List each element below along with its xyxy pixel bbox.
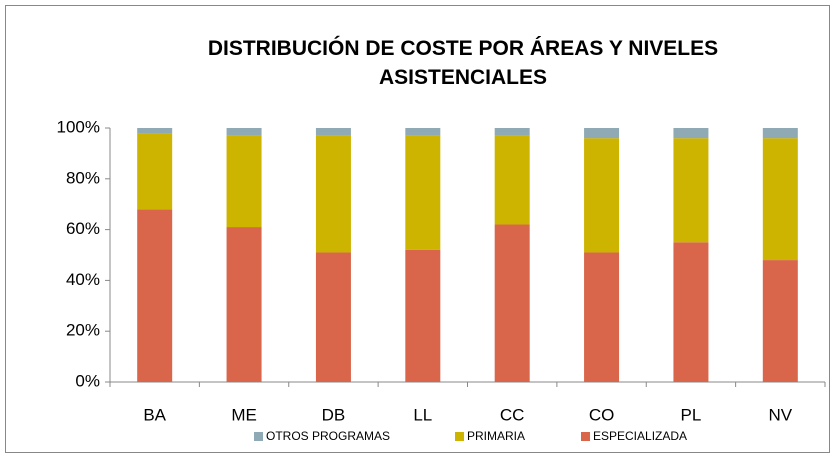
bar-segment (584, 128, 620, 139)
bar-segment (762, 128, 798, 139)
bar-segment (405, 128, 441, 136)
x-tick-label: CC (500, 405, 525, 424)
bar-segment (494, 224, 530, 382)
x-tick-label: NV (769, 405, 793, 424)
x-tick-label: CO (589, 405, 615, 424)
bar-segment (137, 128, 173, 134)
legend-swatch (455, 432, 464, 441)
bar-segment (494, 135, 530, 225)
bar-segment (673, 242, 709, 382)
x-tick-label: LL (413, 405, 432, 424)
x-tick-label: DB (322, 405, 346, 424)
bar-segment (315, 252, 351, 382)
y-tick-label: 100% (57, 117, 100, 136)
bar-segment (315, 135, 351, 253)
legend-label: PRIMARIA (467, 429, 525, 443)
legend-swatch (254, 432, 263, 441)
bar-segment (584, 252, 620, 382)
y-tick-label: 80% (66, 168, 100, 187)
bar-segment (673, 138, 709, 243)
y-tick-label: 40% (66, 270, 100, 289)
bar-segment (226, 128, 262, 136)
bar-segment (762, 138, 798, 261)
bar-segment (405, 249, 441, 382)
bar-segment (315, 128, 351, 136)
chart-title: DISTRIBUCIÓN DE COSTE POR ÁREAS Y NIVELE… (207, 37, 719, 89)
bar-segment (226, 135, 262, 228)
bar-segment (762, 260, 798, 382)
legend-label: ESPECIALIZADA (593, 429, 687, 443)
y-tick-label: 0% (75, 371, 100, 390)
bar-segment (405, 135, 441, 250)
y-tick-label: 20% (66, 321, 100, 340)
x-tick-label: ME (231, 405, 257, 424)
x-tick-label: BA (143, 405, 166, 424)
x-tick-label: PL (681, 405, 702, 424)
legend-swatch (581, 432, 590, 441)
bar-segment (673, 128, 709, 139)
y-tick-label: 60% (66, 219, 100, 238)
bar-segment (584, 138, 620, 253)
legend-label: OTROS PROGRAMAS (266, 429, 390, 443)
bar-segment (494, 128, 530, 136)
bar-segment (137, 209, 173, 382)
bar-segment (226, 227, 262, 382)
bar-segment (137, 133, 173, 210)
